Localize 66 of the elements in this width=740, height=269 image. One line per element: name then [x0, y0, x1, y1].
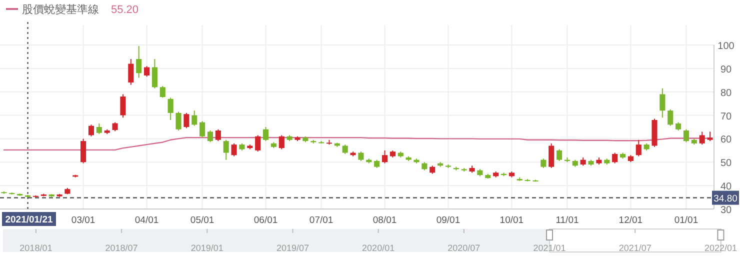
candlestick [88, 124, 94, 137]
candlestick [668, 108, 674, 126]
category-label: 2020/01 [362, 243, 395, 253]
candlestick [660, 88, 666, 118]
candlestick [184, 112, 190, 129]
category-label: 2018/07 [105, 243, 138, 253]
x-tick-label: 05/01 [190, 215, 214, 226]
candlestick [342, 144, 348, 154]
candlestick [215, 128, 221, 142]
category-label: 2022/01 [704, 243, 737, 253]
x-tick-label: 11/01 [556, 215, 579, 226]
x-tick-label: 06/01 [254, 215, 278, 226]
category-label: 2020/07 [448, 243, 480, 253]
x-tick-label: 01/01 [674, 215, 698, 226]
candlestick [128, 58, 134, 86]
x-tick-label: 04/01 [134, 215, 159, 226]
x-tick-label: 2021/01/21 [5, 214, 54, 226]
candlestick [160, 86, 166, 98]
candlestick [80, 138, 86, 164]
candlestick [262, 126, 269, 142]
x-tick-label: 10/01 [500, 215, 524, 226]
candlestick [556, 148, 562, 162]
y-tick-label: 100 [718, 41, 735, 52]
candlestick [636, 139, 642, 157]
candlestick [255, 134, 261, 152]
x-tick-label: 12/01 [618, 215, 643, 226]
candlestick [707, 131, 713, 142]
y-tick-label: 80 [720, 88, 732, 99]
candlestick [278, 134, 284, 150]
y-tick-label: 70 [720, 111, 732, 122]
candlestick [382, 150, 388, 164]
candlestick [168, 97, 174, 120]
category-label: 2021/07 [618, 243, 652, 253]
candlestick [683, 128, 690, 143]
candlestick [200, 120, 206, 138]
candlestick [176, 111, 182, 132]
ref-line-label: 34.80 [714, 193, 738, 204]
candlestick [223, 139, 229, 160]
candlestick [96, 122, 102, 135]
category-label: 2019/01 [190, 243, 224, 253]
legend-label: 股價蛻變基準線 [22, 3, 99, 16]
y-tick-label: 40 [720, 182, 732, 193]
candlestick [207, 130, 214, 143]
candlestick [136, 45, 142, 78]
y-tick-label: 60 [720, 134, 732, 146]
text: 55.20 [111, 4, 139, 16]
candlestick [152, 58, 158, 89]
x-tick-label: 08/01 [372, 215, 397, 226]
category-label: 2019/07 [276, 243, 310, 253]
x-tick-label: 07/01 [309, 215, 334, 226]
candlestick [358, 151, 364, 162]
candlestick [120, 94, 126, 118]
y-tick-label: 50 [720, 158, 732, 170]
candlestick [231, 142, 237, 157]
y-tick-label: 90 [720, 64, 732, 76]
candlestick [192, 110, 198, 126]
category-label: 2021/01 [533, 243, 566, 253]
candlestick [699, 131, 705, 146]
x-tick-label: 03/01 [71, 215, 96, 226]
candlestick [144, 66, 150, 78]
category-label: 2018/01 [20, 243, 52, 253]
candlestick [540, 158, 546, 168]
candlestick [612, 152, 618, 164]
x-tick-label: 09/01 [436, 215, 460, 226]
y-tick-label: 30 [720, 205, 732, 216]
candlestick [548, 142, 554, 168]
